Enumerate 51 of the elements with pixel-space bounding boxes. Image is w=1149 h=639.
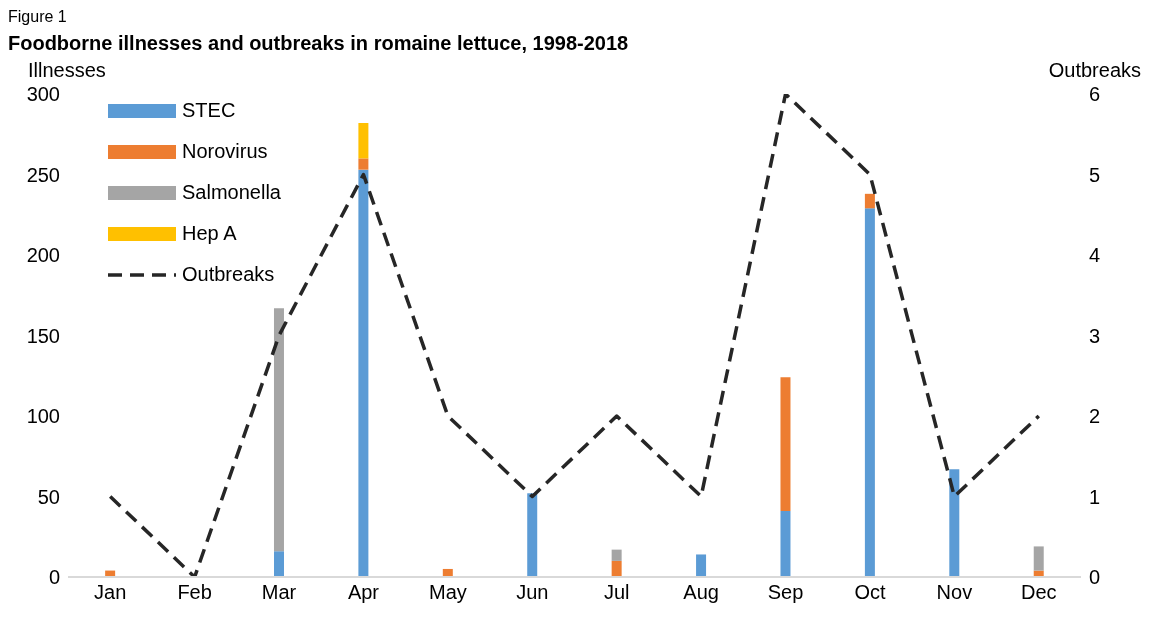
x-tick-label: May <box>428 581 467 604</box>
chart-title: Foodborne illnesses and outbreaks in romaine lettuce, 1998-2018 <box>8 32 630 55</box>
x-tick-label: Oct <box>854 581 886 604</box>
y2-tick-label: 0 <box>1089 566 1101 589</box>
x-tick-label: Jan <box>94 581 127 604</box>
legend-label: Norovirus <box>182 140 268 163</box>
line-series <box>108 94 1041 577</box>
y-tick-label: 150 <box>26 324 60 347</box>
bar <box>1033 546 1044 571</box>
bar <box>780 377 791 511</box>
x-tick-label: Apr <box>347 581 380 604</box>
bar <box>864 208 875 577</box>
y-tick-label: 300 <box>26 83 60 106</box>
bar <box>527 493 538 577</box>
x-tick-label: Sep <box>767 581 804 604</box>
x-tick-label: Aug <box>683 581 719 604</box>
bar <box>273 308 284 552</box>
bar <box>864 193 875 209</box>
y2-tick-label: 2 <box>1089 405 1101 428</box>
x-tick-label: Mar <box>261 581 297 604</box>
y2-axis-title: Outbreaks <box>1048 59 1141 82</box>
x-tick-label: Feb <box>177 581 212 604</box>
y2-tick-label: 5 <box>1089 163 1101 186</box>
y-axis-title: Illnesses <box>28 59 106 82</box>
x-tick-label: Jul <box>603 581 630 604</box>
caption: Figure 1 <box>8 8 68 26</box>
bar <box>611 560 622 577</box>
legend-label: Salmonella <box>182 181 281 204</box>
bar <box>358 158 369 170</box>
bar <box>273 551 284 577</box>
legend-label: Outbreaks <box>182 263 275 286</box>
y2-tick-label: 3 <box>1089 324 1101 347</box>
y-tick-label: 250 <box>26 163 60 186</box>
y-tick-label: 0 <box>48 566 60 589</box>
y-tick-label: 50 <box>37 485 60 508</box>
bar <box>358 122 369 159</box>
bar <box>696 554 707 577</box>
y2-tick-label: 4 <box>1089 244 1101 267</box>
legend-label: STEC <box>182 99 236 122</box>
bar <box>780 510 791 577</box>
x-tick-label: Jun <box>516 581 549 604</box>
bar <box>611 549 622 561</box>
y2-tick-label: 1 <box>1089 485 1101 508</box>
y-tick-label: 200 <box>26 244 60 267</box>
x-tick-label: Dec <box>1021 581 1057 604</box>
bar <box>358 169 369 577</box>
bar <box>949 469 960 577</box>
y-tick-label: 100 <box>26 405 60 428</box>
y2-tick-label: 6 <box>1089 83 1101 106</box>
x-tick-label: Nov <box>936 581 973 604</box>
legend-label: Hep A <box>182 222 237 245</box>
